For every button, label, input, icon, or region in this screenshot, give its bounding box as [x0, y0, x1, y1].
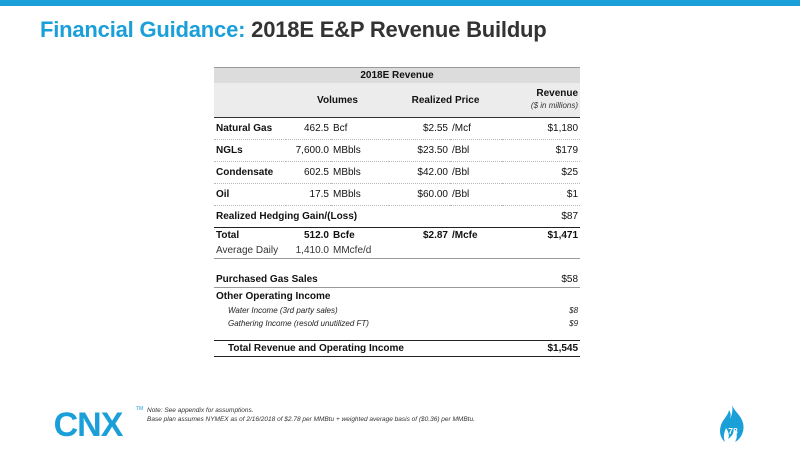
table-group-header-row: 2018E Revenue — [214, 67, 581, 83]
table-row-average-daily: Average Daily 1,410.0 MMcfe/d — [214, 243, 581, 259]
row-volume-unit: MMcfe/d — [331, 243, 581, 259]
table-row-condensate: Condensate 602.5 MBbls $42.00 /Bbl $25 — [214, 161, 581, 184]
row-price-unit: /Mcfe — [450, 227, 502, 243]
table-row-oil: Oil 17.5 MBbls $60.00 /Bbl $1 — [214, 183, 581, 206]
row-name: Realized Hedging Gain/(Loss) — [214, 205, 502, 228]
row-volume-unit: Bcfe — [331, 227, 389, 243]
col-header-volumes: Volumes — [286, 83, 389, 118]
footnote-1: Note: See appendix for assumptions. — [147, 407, 254, 414]
row-name: Average Daily — [214, 243, 286, 259]
row-revenue: $8 — [569, 306, 579, 315]
table-row-purchased-gas: Purchased Gas Sales $58 — [214, 259, 580, 288]
table-row-gathering-income: Gathering Income (resold unutilized FT) … — [214, 317, 580, 330]
row-volume: 1,410.0 — [286, 243, 331, 259]
row-revenue: $25 — [502, 161, 581, 184]
row-revenue: $9 — [569, 319, 579, 328]
table-row-total: Total 512.0 Bcfe $2.87 /Mcfe $1,471 — [214, 227, 581, 243]
row-price-unit: /Bbl — [450, 139, 502, 162]
footnotes: Note: See appendix for assumptions. Base… — [147, 406, 475, 424]
row-revenue: $58 — [561, 274, 579, 285]
cnx-logo: CNX — [54, 406, 125, 441]
row-revenue: $1 — [502, 183, 581, 206]
row-revenue: $179 — [502, 139, 581, 162]
row-price: $2.87 — [389, 227, 450, 243]
col-header-revenue: Revenue ($ in millions) — [502, 83, 581, 118]
page-title: Financial Guidance: 2018E E&P Revenue Bu… — [40, 17, 547, 43]
table-spacer-row — [214, 330, 580, 341]
trademark-mark: TM — [136, 406, 144, 412]
row-name: Other Operating Income — [214, 287, 581, 304]
top-accent-bar — [0, 0, 800, 6]
title-rest: 2018E E&P Revenue Buildup — [251, 17, 547, 42]
row-revenue: $1,180 — [502, 117, 581, 140]
col-header-revenue-sub: ($ in millions) — [530, 101, 579, 110]
row-volume-unit: MBbls — [331, 161, 389, 184]
row-name: Purchased Gas Sales — [216, 274, 318, 285]
table-row-natural-gas: Natural Gas 462.5 Bcf $2.55 /Mcf $1,180 — [214, 117, 581, 140]
table-row-other-income: Other Operating Income — [214, 287, 581, 304]
row-name: Total — [214, 227, 286, 243]
row-name: Total Revenue and Operating Income — [214, 340, 502, 357]
flame-icon: 78 — [720, 405, 744, 442]
row-volume-unit: MBbls — [331, 139, 389, 162]
table-row-hedging: Realized Hedging Gain/(Loss) $87 — [214, 205, 581, 228]
row-revenue: $1,545 — [502, 340, 581, 357]
row-price: $42.00 — [389, 161, 450, 184]
row-price-unit: /Mcf — [450, 117, 502, 140]
col-header-price: Realized Price — [389, 83, 502, 118]
row-name: Natural Gas — [214, 117, 286, 140]
row-volume: 7,600.0 — [286, 139, 331, 162]
row-volume: 602.5 — [286, 161, 331, 184]
row-name: Condensate — [214, 161, 286, 184]
col-header-revenue-label: Revenue — [536, 88, 579, 99]
row-revenue: $87 — [502, 205, 581, 228]
revenue-table: 2018E Revenue Volumes Realized Price Rev… — [214, 67, 581, 357]
row-volume: 17.5 — [286, 183, 331, 206]
row-price-unit: /Bbl — [450, 183, 502, 206]
row-volume: 462.5 — [286, 117, 331, 140]
row-name: Gathering Income (resold unutilized FT) — [228, 319, 369, 328]
row-volume: 512.0 — [286, 227, 331, 243]
row-name: NGLs — [214, 139, 286, 162]
table-row-ngls: NGLs 7,600.0 MBbls $23.50 /Bbl $179 — [214, 139, 581, 162]
footnote-2: Base plan assumes NYMEX as of 2/16/2018 … — [147, 416, 475, 423]
row-price-unit: /Bbl — [450, 161, 502, 184]
row-volume-unit: MBbls — [331, 183, 389, 206]
row-name: Water Income (3rd party sales) — [228, 306, 338, 315]
row-price: $23.50 — [389, 139, 450, 162]
page-number: 78 — [728, 426, 738, 436]
table-row-water-income: Water Income (3rd party sales) $8 — [214, 304, 580, 317]
row-volume-unit: Bcf — [331, 117, 389, 140]
table-row-grand-total: Total Revenue and Operating Income $1,54… — [214, 340, 581, 357]
row-price: $60.00 — [389, 183, 450, 206]
cnx-logo-text: CNX — [54, 406, 124, 441]
row-name: Oil — [214, 183, 286, 206]
group-header: 2018E Revenue — [214, 67, 581, 83]
title-accent: Financial Guidance: — [40, 17, 246, 42]
table-column-header-row: Volumes Realized Price Revenue ($ in mil… — [214, 83, 581, 118]
row-revenue: $1,471 — [502, 227, 581, 243]
row-price: $2.55 — [389, 117, 450, 140]
